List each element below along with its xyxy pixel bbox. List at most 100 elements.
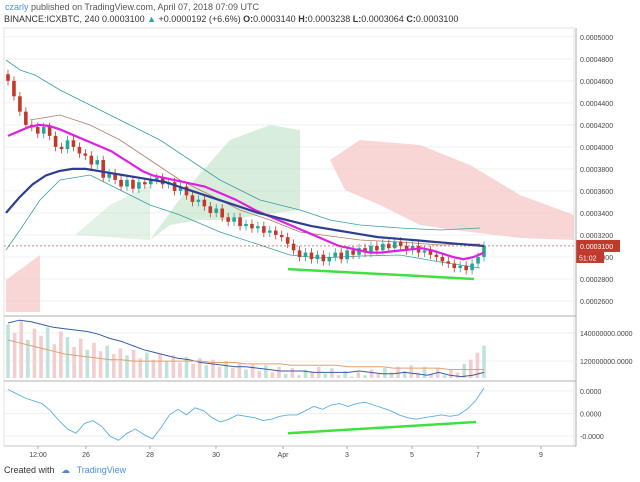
cloud-bull-left [75,185,150,240]
candle-body [125,179,129,187]
candle-body [381,243,385,251]
candle-body [345,250,349,260]
last-price-tag [576,239,620,252]
price-axis-tick: 0.0003200 [580,233,613,240]
candle-body [12,80,16,97]
volume-bar [277,366,281,378]
volume-bar [376,373,381,378]
candle-body [363,248,367,253]
volume-axis-tick: 140000000.0000 [580,331,633,338]
volume-bar [145,352,149,378]
candle-body [65,140,70,150]
countdown-tag [576,251,604,263]
volume-bar [455,372,460,378]
price-change: +0.0000192 (+6.6%) [158,14,241,24]
volume-bar [356,372,361,378]
candle-body [369,245,373,253]
candle-body [434,254,439,257]
volume-bar [158,354,162,378]
volume-bar [297,375,301,378]
volume-bar [250,363,255,378]
candle-body [220,208,224,218]
plot-background [4,28,574,446]
candle-body [446,261,451,264]
volume-bar [422,366,427,378]
volume-bar [330,368,334,378]
candle-body [321,254,326,262]
high-label: H: [298,14,308,24]
candle-body [119,179,123,187]
volume-bar [402,370,407,378]
ma-fast-line [7,123,485,261]
volume-bar [45,327,50,378]
candle-body [315,254,320,260]
oscillator-line [7,387,485,441]
candle-body [47,127,52,136]
volume-bar [98,351,103,378]
time-axis-label: 3 [345,452,349,459]
volume-bar [6,324,10,378]
open-value: 0.0003140 [253,14,296,24]
candle-body [178,186,183,191]
volume-bar [111,354,116,378]
candle-body [262,226,266,233]
symbol-label: BINANCE:ICXBTC, 240 [4,14,100,24]
volume-bar [85,349,90,378]
cloud-bear [330,140,574,240]
volume-bar [131,349,136,378]
candle-body [41,127,46,134]
candle-body [357,248,361,255]
price-axis-tick: 0.0004400 [580,101,613,108]
candle-body [250,223,254,229]
candle-body [470,263,474,271]
volume-bar [224,361,228,378]
candle-body [208,206,213,213]
volume-bar [151,359,156,378]
price-axis-tick: 0.0003400 [580,211,613,218]
volume-bar [283,373,288,378]
time-axis-label: 26 [82,452,90,459]
candle-body [149,179,153,185]
oscillator-axis-tick: 0.0000 [580,412,602,419]
candle-body [428,250,433,255]
candle-body [303,252,308,257]
volume-bar [290,368,295,378]
volume-bar [204,365,209,378]
volume-bar [26,339,30,378]
volume-bar [78,338,83,378]
volume-bar [59,331,63,378]
candle-body [184,186,189,196]
candle-body [482,245,486,257]
price-chart[interactable]: 0.00026000.00028000.00030000.00032000.00… [0,0,640,462]
volume-axis-tick: 120000000.0000 [580,359,633,366]
candle-body [107,173,111,178]
volume-bar [343,370,347,378]
volume-bar [92,342,96,378]
volume-bar [19,321,24,378]
close-label: C: [406,14,416,24]
volume-bar [475,352,480,378]
volume-bar [303,369,308,378]
publish-info: czarly published on TradingView.com, Apr… [5,2,640,12]
price-axis-tick: 0.0003800 [580,167,613,174]
candle-body [464,265,468,271]
candle-body [422,250,427,253]
candle-body [59,146,64,150]
time-axis-label: 5 [410,452,414,459]
price-axis-tick: 0.0002600 [580,299,613,306]
candle-body [71,140,76,147]
author-name[interactable]: czarly [5,2,29,12]
volume-bar [264,365,268,378]
time-axis-label: 9 [539,452,543,459]
support-trendline [287,267,475,281]
volume-bar [65,337,70,378]
tradingview-brand[interactable]: TradingView [76,465,127,475]
last-price: 0.0003100 [102,14,145,24]
volume-bar [336,375,341,378]
volume-bar [363,375,367,378]
candle-body [268,230,272,233]
oscillator-axis-tick: 0.0000 [580,389,602,396]
candle-body [190,195,195,202]
candle-body [214,208,219,213]
candle-body [309,252,314,260]
